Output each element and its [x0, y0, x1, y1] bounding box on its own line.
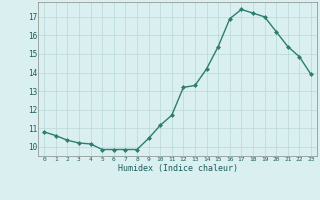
X-axis label: Humidex (Indice chaleur): Humidex (Indice chaleur): [118, 164, 238, 173]
